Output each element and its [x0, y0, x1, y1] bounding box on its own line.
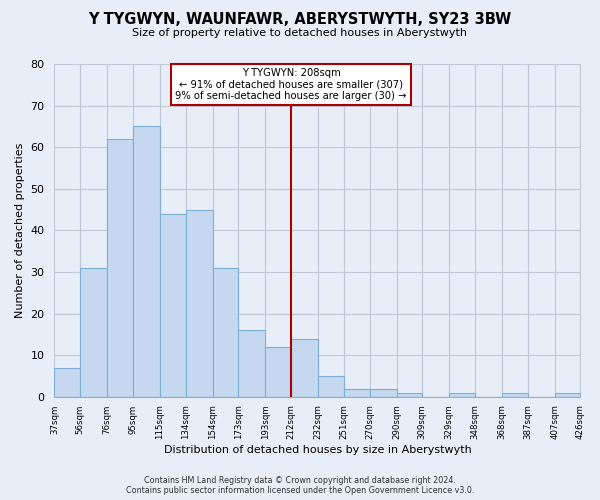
Text: Y TYGWYN: 208sqm
← 91% of detached houses are smaller (307)
9% of semi-detached : Y TYGWYN: 208sqm ← 91% of detached house… — [175, 68, 407, 102]
Text: Contains HM Land Registry data © Crown copyright and database right 2024.
Contai: Contains HM Land Registry data © Crown c… — [126, 476, 474, 495]
Bar — [133, 126, 160, 397]
Bar — [397, 393, 422, 397]
Text: Y TYGWYN, WAUNFAWR, ABERYSTWYTH, SY23 3BW: Y TYGWYN, WAUNFAWR, ABERYSTWYTH, SY23 3B… — [88, 12, 512, 28]
X-axis label: Distribution of detached houses by size in Aberystwyth: Distribution of detached houses by size … — [164, 445, 472, 455]
Bar — [212, 268, 238, 397]
Text: Size of property relative to detached houses in Aberystwyth: Size of property relative to detached ho… — [133, 28, 467, 38]
Bar — [107, 139, 133, 397]
Y-axis label: Number of detached properties: Number of detached properties — [15, 143, 25, 318]
Bar — [238, 330, 265, 397]
Bar — [318, 376, 344, 397]
Bar — [265, 347, 291, 397]
Bar — [449, 393, 475, 397]
Bar — [185, 210, 212, 397]
Bar — [370, 388, 397, 397]
Bar — [502, 393, 528, 397]
Bar — [344, 388, 370, 397]
Bar — [80, 268, 107, 397]
Bar — [55, 368, 80, 397]
Bar — [555, 393, 580, 397]
Bar — [160, 214, 185, 397]
Bar — [291, 338, 318, 397]
